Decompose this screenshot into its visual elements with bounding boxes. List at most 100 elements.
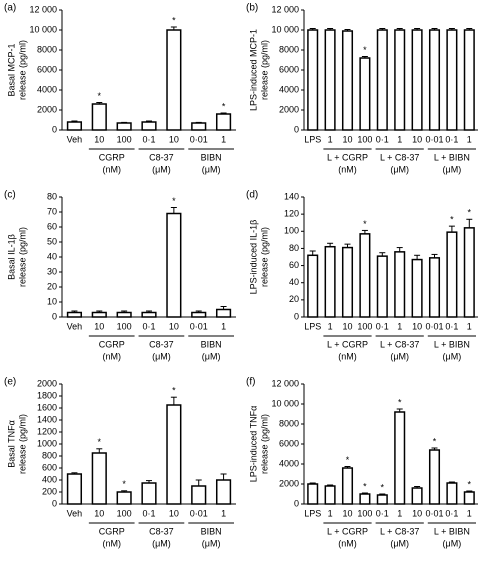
bar <box>341 467 354 505</box>
bar <box>166 29 182 131</box>
significance-mark: * <box>398 397 402 407</box>
y-tick-label: 80 <box>289 243 299 253</box>
y-tick-label: 30 <box>47 266 57 276</box>
y-tick-label: 1400 <box>37 414 57 424</box>
x-tick-label: 1 <box>397 508 402 518</box>
y-tick-label: 100 <box>284 226 299 236</box>
y-tick-label: 12 000 <box>271 378 299 388</box>
x-tick-label: 10 <box>94 321 104 331</box>
y-tick-label: 2000 <box>279 104 299 114</box>
y-tick-label: 0 <box>52 124 57 134</box>
x-tick-label: 0·01 <box>190 134 208 144</box>
y-tick-label: 20 <box>47 281 57 291</box>
significance-mark: * <box>450 215 454 225</box>
group-label: L + CGRP <box>327 339 368 349</box>
y-tick-label: 10 000 <box>29 24 57 34</box>
y-tick-label: 4000 <box>279 84 299 94</box>
bar <box>166 404 182 505</box>
x-tick-label: 100 <box>357 134 372 144</box>
x-tick-label: 1 <box>397 134 402 144</box>
group-unit: (nM) <box>338 351 357 361</box>
y-tick-label: 6000 <box>37 64 57 74</box>
group-label: L + C8-37 <box>380 152 419 162</box>
y-tick-label: 40 <box>289 277 299 287</box>
bar <box>394 411 406 505</box>
x-tick-label: 0·1 <box>376 321 389 331</box>
bar <box>428 449 441 505</box>
x-tick-label: 0·1 <box>142 321 155 331</box>
bar <box>463 227 475 318</box>
y-tick-label: 10 000 <box>271 24 299 34</box>
bar <box>66 311 83 318</box>
bar <box>376 255 388 318</box>
y-tick-label: 8000 <box>279 44 299 54</box>
group-unit: (μM) <box>152 164 171 174</box>
y-tick-label: 2000 <box>279 478 299 488</box>
x-tick-label: 10 <box>412 134 422 144</box>
y-tick-label: 1800 <box>37 390 57 400</box>
group-label: CGRP <box>99 152 125 162</box>
y-tick-label: 4000 <box>279 458 299 468</box>
x-tick-label: 1 <box>221 508 226 518</box>
significance-mark: * <box>98 91 102 101</box>
x-tick-label: 0·1 <box>445 321 458 331</box>
bar <box>428 257 441 318</box>
x-tick-label: 0·01 <box>425 508 443 518</box>
bar <box>463 491 475 505</box>
group-label: L + BIBN <box>434 339 470 349</box>
group-unit: (μM) <box>443 538 462 548</box>
bar <box>141 482 157 505</box>
bar <box>307 254 319 318</box>
x-tick-label: LPS <box>304 134 321 144</box>
significance-mark: * <box>346 455 350 465</box>
x-tick-label: 10 <box>169 134 179 144</box>
bar <box>446 231 458 318</box>
bar <box>324 29 336 131</box>
bar <box>215 479 232 505</box>
x-tick-label: 1 <box>221 321 226 331</box>
bar <box>166 212 182 318</box>
bar <box>91 452 107 505</box>
group-label: CGRP <box>99 526 125 536</box>
significance-mark: * <box>172 196 176 206</box>
bar <box>359 233 371 318</box>
group-unit: (μM) <box>390 351 409 361</box>
x-tick-label: 0·01 <box>190 321 208 331</box>
y-tick-label: 0 <box>52 311 57 321</box>
group-label: C8-37 <box>149 152 174 162</box>
bar <box>411 29 423 131</box>
group-unit: (μM) <box>202 351 221 361</box>
bar <box>215 113 232 131</box>
bar <box>446 29 458 131</box>
y-tick-label: 0 <box>294 498 299 508</box>
x-tick-label: 100 <box>357 508 372 518</box>
y-tick-label: 0 <box>52 498 57 508</box>
y-axis-label: Basal MCP-1 <box>6 43 16 96</box>
y-tick-label: 10 000 <box>271 398 299 408</box>
x-tick-label: 0·01 <box>425 321 443 331</box>
group-label: BIBN <box>201 526 222 536</box>
y-axis-label: LPS-induced IL-1β <box>248 220 258 295</box>
y-tick-label: 8000 <box>37 44 57 54</box>
group-label: L + BIBN <box>434 526 470 536</box>
bar <box>411 487 423 505</box>
x-tick-label: 0·1 <box>142 508 155 518</box>
y-axis-label: Basal TNFα <box>6 420 16 468</box>
group-unit: (μM) <box>443 164 462 174</box>
significance-mark: * <box>122 479 126 489</box>
group-unit: (nM) <box>102 538 121 548</box>
group-unit: (nM) <box>102 164 121 174</box>
y-tick-label: 6000 <box>279 438 299 448</box>
y-tick-label: 70 <box>47 206 57 216</box>
significance-mark: * <box>433 436 437 446</box>
significance-mark: * <box>381 482 385 492</box>
y-tick-label: 50 <box>47 236 57 246</box>
bar <box>116 311 132 318</box>
x-tick-label: 1 <box>397 321 402 331</box>
y-tick-label: 800 <box>42 450 57 460</box>
x-tick-label: 10 <box>94 508 104 518</box>
x-tick-label: 1 <box>221 134 226 144</box>
y-axis-label: Basal IL-1β <box>6 234 16 280</box>
